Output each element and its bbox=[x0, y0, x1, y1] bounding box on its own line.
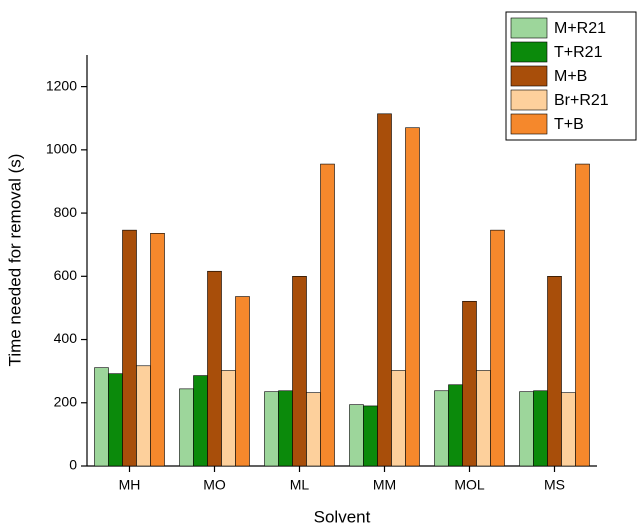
bar bbox=[405, 127, 420, 467]
legend-label: T+R21 bbox=[554, 44, 603, 61]
legend-swatch bbox=[510, 113, 548, 135]
bar bbox=[150, 233, 165, 467]
x-tick-label: MOL bbox=[454, 477, 485, 493]
legend-label: T+B bbox=[554, 116, 584, 133]
bar bbox=[94, 367, 109, 467]
bar bbox=[391, 370, 406, 467]
bar bbox=[292, 276, 307, 467]
x-tick-label: ML bbox=[290, 477, 310, 493]
bar bbox=[434, 390, 449, 467]
legend-swatch bbox=[510, 89, 548, 111]
bar bbox=[490, 229, 505, 467]
bar bbox=[448, 384, 463, 467]
x-tick-label: MM bbox=[373, 477, 396, 493]
bar bbox=[108, 373, 123, 467]
x-tick-label: MO bbox=[203, 477, 226, 493]
y-tick-label: 1000 bbox=[46, 141, 77, 157]
y-axis-title: Time needed for removal (s) bbox=[5, 154, 24, 367]
bar bbox=[193, 375, 208, 467]
bar bbox=[377, 113, 392, 467]
y-tick-label: 600 bbox=[54, 267, 78, 283]
x-tick-label: MS bbox=[544, 477, 565, 493]
bar bbox=[519, 391, 534, 467]
bar bbox=[207, 270, 222, 467]
bar bbox=[179, 388, 194, 467]
bar bbox=[235, 296, 250, 467]
bar bbox=[575, 163, 590, 467]
bar bbox=[278, 390, 293, 467]
legend-swatch bbox=[510, 65, 548, 87]
x-tick-label: MH bbox=[119, 477, 141, 493]
bar bbox=[136, 365, 151, 467]
x-axis-title: Solvent bbox=[314, 507, 371, 526]
bar bbox=[363, 405, 378, 467]
legend-swatch bbox=[510, 41, 548, 63]
legend-swatch bbox=[510, 17, 548, 39]
bar bbox=[122, 229, 137, 467]
y-tick-label: 0 bbox=[69, 457, 77, 473]
y-tick-label: 400 bbox=[54, 330, 78, 346]
bar bbox=[561, 392, 576, 467]
bar bbox=[462, 300, 477, 467]
legend-label: Br+R21 bbox=[554, 92, 609, 109]
bar bbox=[547, 276, 562, 467]
y-tick-label: 200 bbox=[54, 393, 78, 409]
bar bbox=[476, 370, 491, 467]
legend-label: M+B bbox=[554, 68, 587, 85]
y-tick-label: 1200 bbox=[46, 77, 77, 93]
bar bbox=[533, 390, 548, 467]
bar bbox=[306, 392, 321, 467]
bar bbox=[320, 163, 335, 467]
bar bbox=[349, 404, 364, 467]
y-tick-label: 800 bbox=[54, 204, 78, 220]
legend-label: M+R21 bbox=[554, 20, 606, 37]
bar bbox=[264, 391, 279, 467]
bar bbox=[221, 370, 236, 467]
